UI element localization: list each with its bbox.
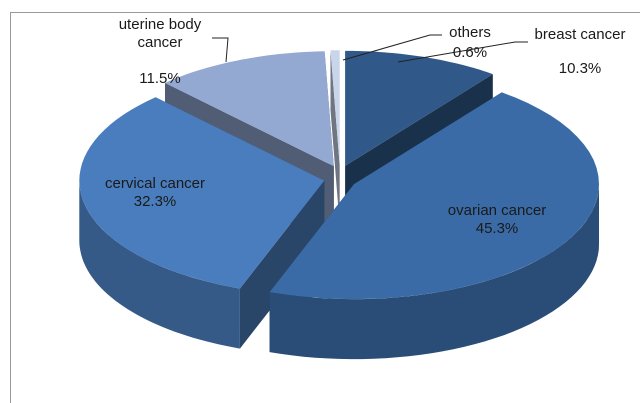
leader-line bbox=[342, 34, 442, 61]
slice-label: ovarian cancer bbox=[447, 202, 547, 219]
slice-label: uterine body cancer bbox=[118, 16, 202, 51]
slice-label: breast cancer bbox=[534, 26, 626, 43]
slice-label: cervical cancer bbox=[104, 175, 206, 192]
slice-side bbox=[79, 180, 240, 349]
leader-line bbox=[397, 41, 528, 63]
slice-value-label: 0.6% bbox=[452, 44, 488, 61]
slice bbox=[269, 92, 599, 300]
slice bbox=[165, 51, 334, 167]
slice bbox=[79, 97, 325, 289]
slice-value-label: 11.5% bbox=[139, 70, 181, 87]
slice-cut-face bbox=[330, 50, 340, 226]
slice-value-label: 10.3% bbox=[558, 60, 602, 77]
slice-side bbox=[269, 184, 599, 360]
slice bbox=[330, 50, 340, 166]
leader-line bbox=[212, 37, 229, 63]
slice-value-label: 32.3% bbox=[133, 193, 177, 210]
slice-value-label: 45.3% bbox=[475, 220, 519, 237]
slice bbox=[345, 50, 493, 166]
slice-label: others bbox=[449, 24, 491, 41]
